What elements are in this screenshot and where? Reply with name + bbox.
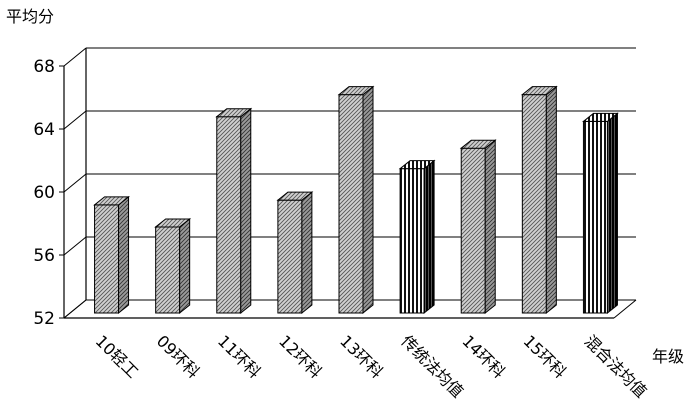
bar-top [276, 191, 314, 201]
bar-front [155, 226, 181, 314]
bar [398, 159, 436, 315]
bar-front [460, 147, 486, 314]
x-tick-label: 12环科 [275, 331, 325, 381]
gridline-side [63, 47, 87, 67]
bar-side [545, 85, 557, 315]
x-tick-label: 15环科 [520, 331, 570, 381]
x-axis-label: 年级 [652, 347, 684, 366]
y-tick-label: 56 [33, 246, 55, 266]
bar-side [240, 107, 252, 315]
bar-side [423, 159, 435, 315]
floor-right-edge [613, 299, 637, 319]
y-tick-label: 68 [33, 57, 55, 77]
bar [337, 85, 375, 315]
x-tick-label: 14环科 [458, 331, 508, 381]
x-tick-label: 09环科 [153, 331, 203, 381]
gridline-side [63, 110, 87, 130]
bar-top [582, 112, 619, 122]
x-tick-label: 10轻工 [92, 331, 142, 381]
bar-side [606, 112, 618, 315]
bar-top [398, 160, 436, 170]
bar-front [399, 168, 425, 314]
bar-side [301, 191, 313, 315]
bar [93, 195, 130, 315]
bar-top [93, 196, 130, 206]
gridline-side [63, 236, 87, 256]
bars [93, 85, 619, 315]
bar [582, 112, 619, 315]
bar [215, 107, 253, 315]
bar [154, 217, 192, 315]
bar-side [362, 85, 374, 315]
y-tick-label: 60 [33, 183, 55, 203]
bar-side [179, 217, 191, 315]
x-tick-label: 传统法均值 [397, 331, 467, 401]
y-tick-label: 52 [33, 309, 55, 329]
bar-top [215, 108, 253, 118]
x-tick-label: 13环科 [336, 331, 386, 381]
bar-top [337, 86, 375, 96]
gridline-side [63, 299, 87, 319]
bar-top [154, 218, 192, 228]
x-tick-label: 11环科 [214, 331, 264, 381]
bar [520, 85, 558, 315]
bar-front [338, 94, 364, 314]
bar-side [118, 195, 130, 315]
gridline-side [63, 173, 87, 193]
y-tick-labels: 52 56 60 64 68 [33, 57, 55, 329]
bar-front [216, 116, 242, 314]
bar-front [277, 199, 303, 314]
bar-side [484, 139, 496, 315]
bar-top [459, 139, 497, 149]
bar [276, 191, 314, 315]
bar-front [94, 204, 120, 314]
bar [459, 139, 497, 315]
x-tick-label: 混合法均值 [581, 331, 651, 401]
y-tick-label: 64 [33, 120, 55, 140]
bar-top [520, 86, 558, 96]
bar-front [521, 94, 547, 314]
y-axis-label: 平均分 [6, 7, 54, 26]
bar-front [582, 120, 608, 314]
